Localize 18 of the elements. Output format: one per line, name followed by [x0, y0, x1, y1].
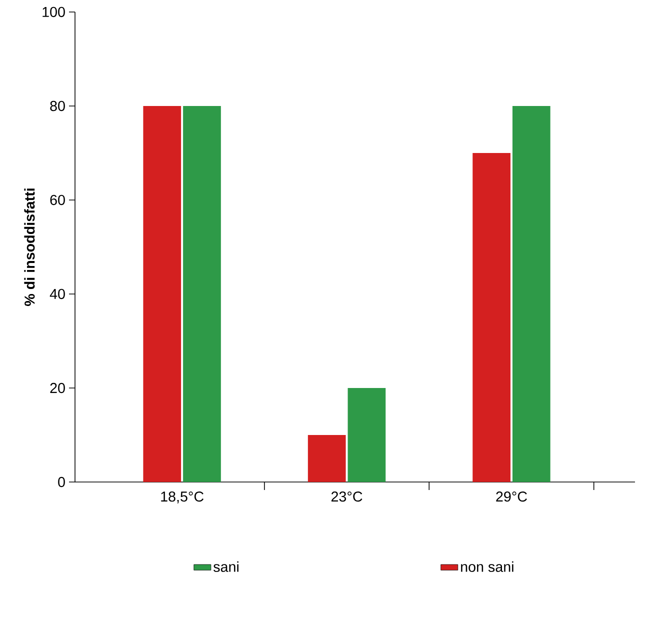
y-tick-label: 100: [42, 6, 65, 18]
bar: [512, 106, 550, 482]
y-tick-label: 20: [50, 382, 65, 394]
y-tick-label: 40: [50, 288, 65, 300]
y-tick-label: 0: [58, 476, 65, 488]
bar: [143, 106, 182, 482]
bar: [183, 106, 221, 482]
y-tick-label: 80: [50, 100, 65, 112]
bar: [308, 435, 346, 482]
bar: [472, 152, 510, 482]
y-axis-title: % di insoddisfatti: [24, 188, 35, 306]
bar: [348, 388, 386, 482]
y-tick-label: 60: [50, 194, 65, 206]
legend-label: non sani: [461, 561, 514, 572]
legend-label: sani: [214, 561, 238, 572]
x-tick-label: 29°C: [496, 492, 527, 502]
x-tick-label: 18,5°C: [161, 492, 204, 504]
x-tick-label: 23°C: [331, 492, 362, 502]
